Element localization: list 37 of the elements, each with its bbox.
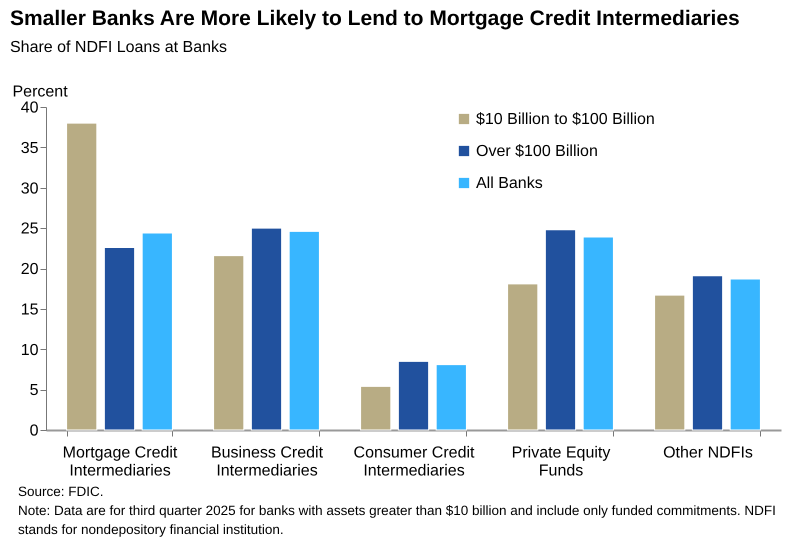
y-tick-label: 10	[20, 342, 39, 359]
y-tick-label: 35	[20, 140, 39, 157]
bar	[692, 275, 724, 430]
y-tick-label: 40	[20, 100, 39, 116]
bar	[436, 364, 467, 430]
source-note: Source: FDIC.	[18, 483, 105, 501]
y-tick-label: 20	[20, 261, 39, 278]
chart-title: Smaller Banks Are More Likely to Lend to Mortgage Credit Intermediaries	[10, 7, 740, 30]
bar	[288, 230, 320, 430]
chart-subtitle: Share of NDFI Loans at Banks	[10, 39, 227, 56]
y-tick-label: 0	[30, 422, 39, 440]
x-tick-label: Business Credit Intermediaries	[210, 444, 324, 480]
bar	[730, 278, 761, 430]
bar	[142, 232, 173, 430]
bar	[213, 255, 244, 430]
x-tick-label: Private Equity Funds	[512, 444, 610, 480]
bar	[544, 229, 576, 430]
bar	[104, 247, 136, 430]
y-tick-label: 30	[20, 180, 39, 198]
x-tick-label: Mortgage Credit Intermediaries	[62, 444, 178, 480]
y-tick-label: 15	[20, 301, 39, 318]
bar	[250, 228, 282, 430]
bar	[398, 360, 430, 430]
y-axis-title: Percent	[12, 84, 68, 100]
x-tick-label: Consumer Credit Intermediaries	[354, 444, 476, 480]
text: Note: Data are for third quarter 2025 for banks with assets greater than $10 billion and include only funded commitments. NDFI stands for nondepository financial institution.	[18, 502, 777, 539]
y-tick-label: 5	[30, 382, 39, 400]
bar	[360, 386, 392, 430]
y-tick-label: 25	[20, 220, 39, 238]
legend-label: $10 Billion to $100 Billion	[476, 111, 655, 128]
legend-label: All Banks	[476, 175, 543, 192]
bar	[507, 283, 538, 430]
bar	[654, 294, 686, 430]
legend-label: Over $100 Billion	[476, 143, 598, 160]
x-tick-label: Other NDFIs	[663, 444, 753, 462]
bar	[582, 236, 614, 430]
bar	[66, 122, 98, 430]
